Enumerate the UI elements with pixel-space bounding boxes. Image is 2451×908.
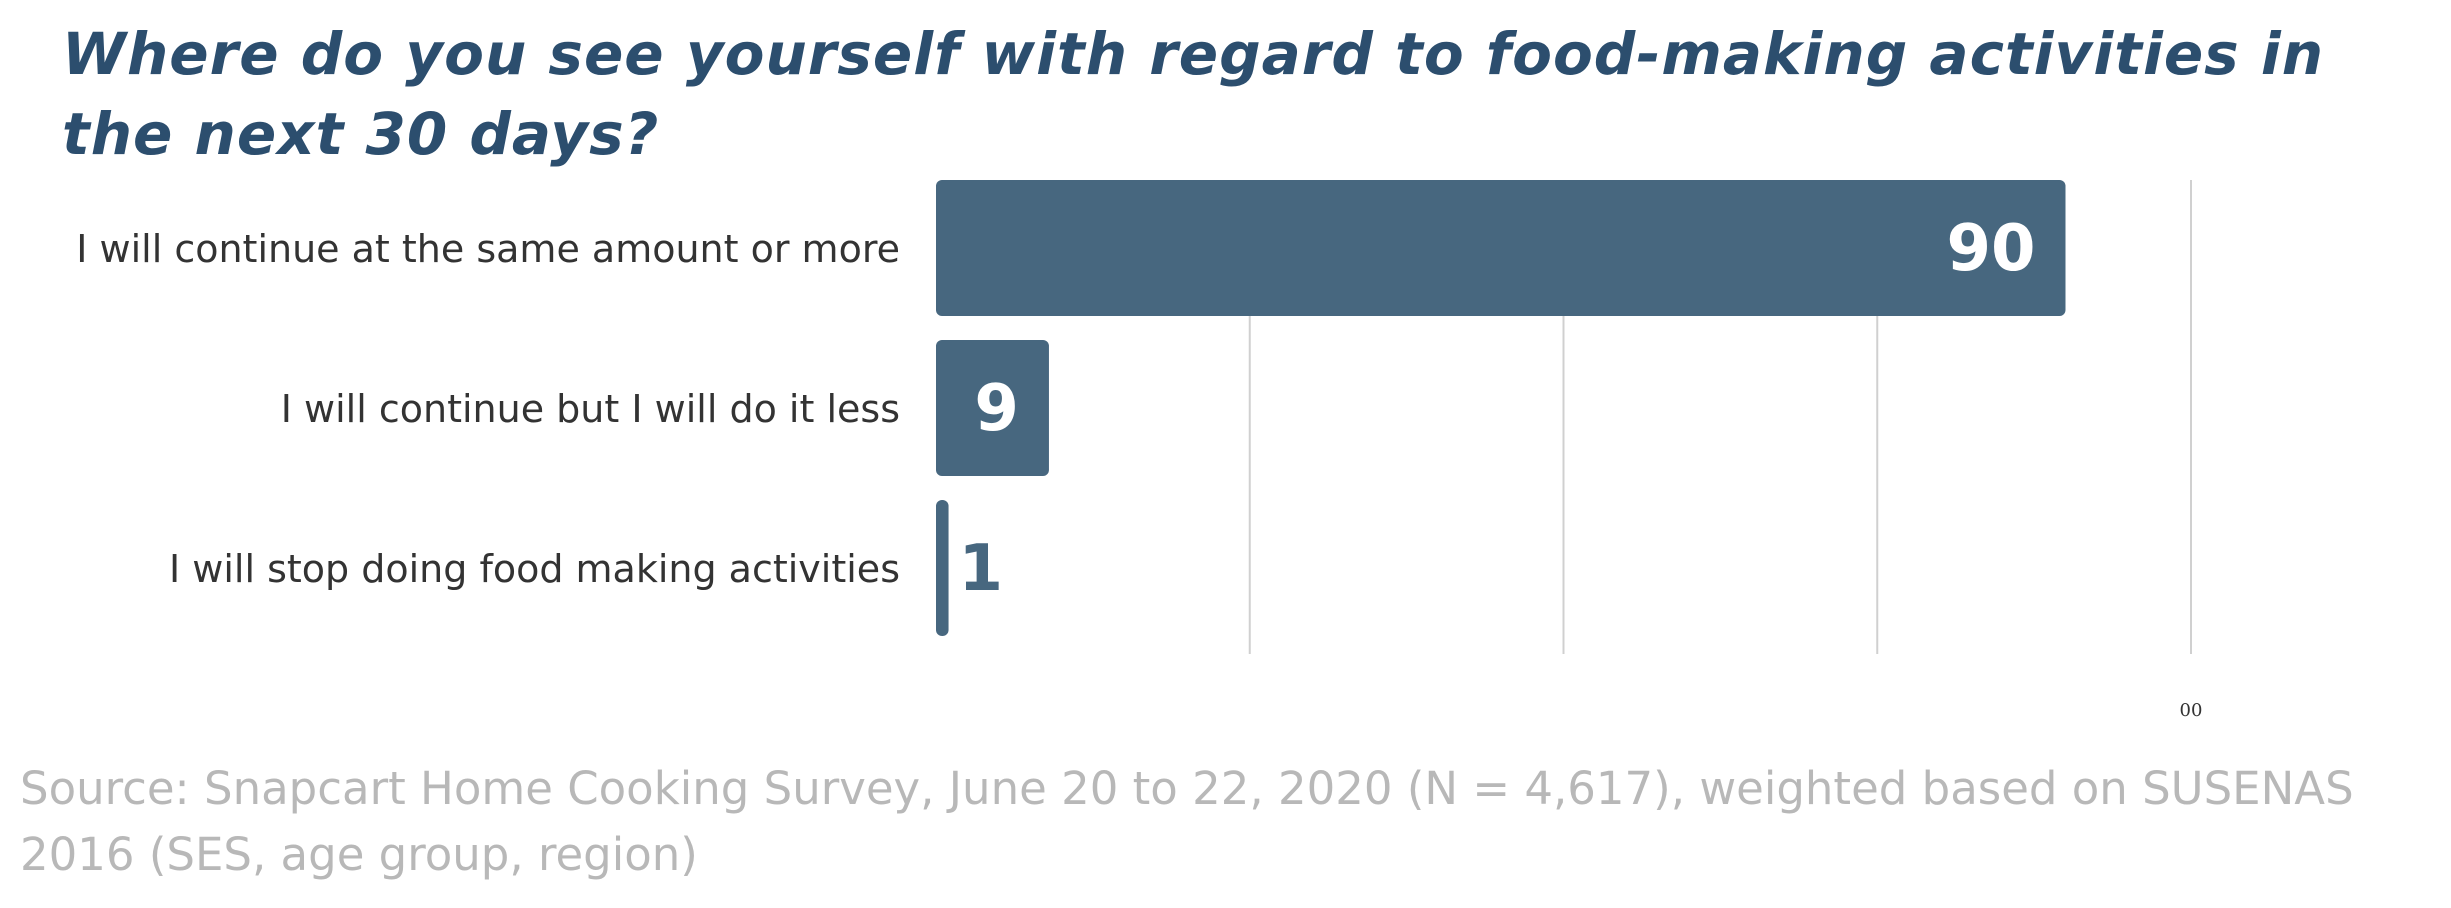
data-label-3: 1 (959, 532, 1004, 606)
category-label-1: I will continue at the same amount or mo… (76, 227, 900, 271)
bars (936, 180, 2066, 636)
bar-2 (936, 340, 1049, 476)
bar-chart: 00 I will continue at the same amount or … (76, 180, 2202, 720)
category-label-3: I will stop doing food making activities (169, 547, 900, 591)
x-tick-label-1: 00 (2180, 700, 2203, 720)
data-label-2: 9 (974, 372, 1019, 446)
category-label-2: I will continue but I will do it less (281, 387, 900, 431)
data-label-1: 90 (1946, 212, 2035, 286)
bar-1 (936, 180, 2066, 316)
labels: 00 I will continue at the same amount or … (76, 212, 2202, 720)
chart-title: Where do you see yourself with regard to… (62, 20, 2325, 168)
bar-3 (936, 500, 949, 636)
source-note: Source: Snapcart Home Cooking Survey, Ju… (20, 762, 2354, 881)
